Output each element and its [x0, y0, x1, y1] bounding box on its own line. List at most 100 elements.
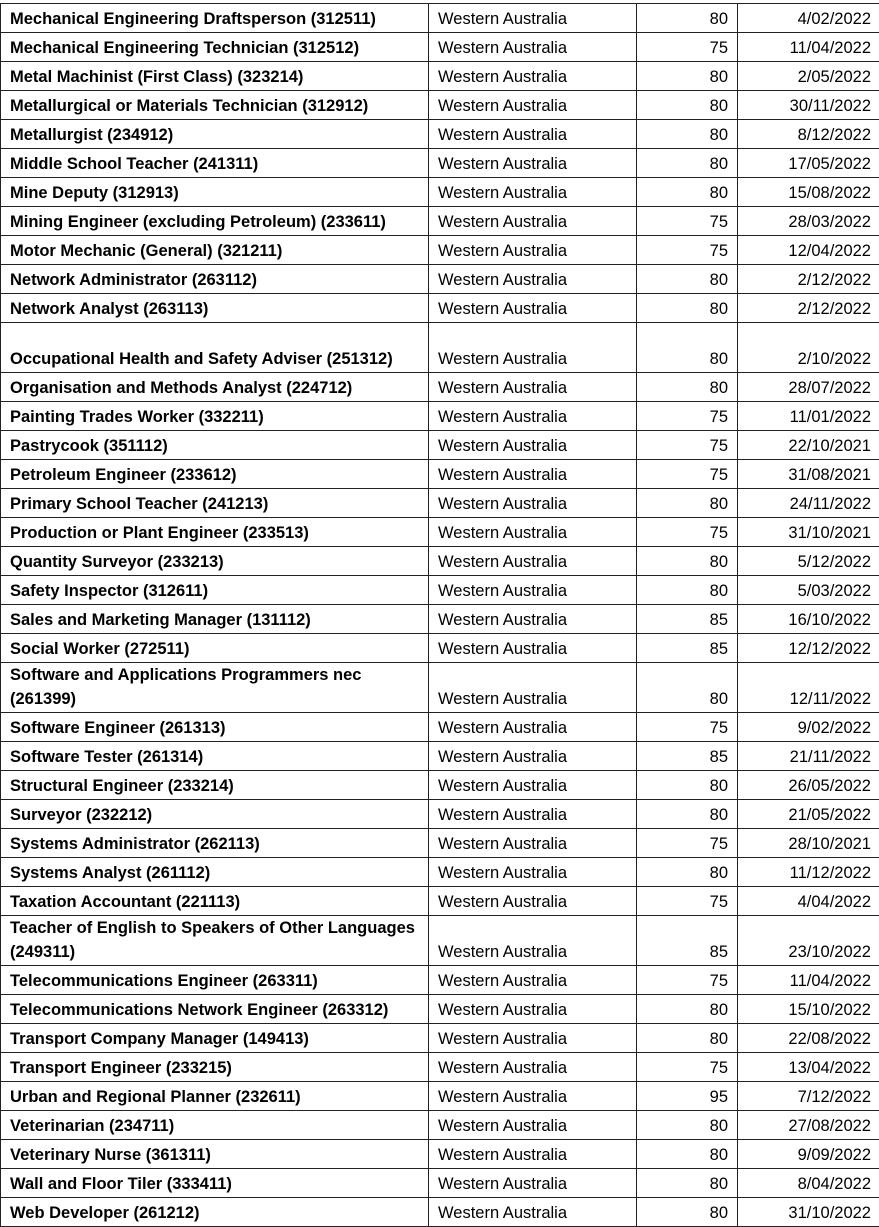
points-cell: 75: [637, 207, 738, 236]
points-cell: 80: [637, 771, 738, 800]
table-row: Transport Company Manager (149413)Wester…: [1, 1024, 879, 1053]
points-cell: 75: [637, 518, 738, 547]
date-cell: 23/10/2022: [738, 916, 879, 966]
table-row: Mechanical Engineering Technician (31251…: [1, 33, 879, 62]
state-cell: Western Australia: [429, 771, 637, 800]
table-row: Software Tester (261314)Western Australi…: [1, 742, 879, 771]
table-row: Metallurgical or Materials Technician (3…: [1, 91, 879, 120]
state-cell: Western Australia: [429, 207, 637, 236]
state-cell: Western Australia: [429, 576, 637, 605]
table-row: Production or Plant Engineer (233513)Wes…: [1, 518, 879, 547]
state-cell: Western Australia: [429, 149, 637, 178]
occupation-cell: Sales and Marketing Manager (131112): [1, 605, 429, 634]
state-cell: Western Australia: [429, 858, 637, 887]
table-row: Network Analyst (263113)Western Australi…: [1, 294, 879, 323]
points-cell: 75: [637, 33, 738, 62]
points-cell: 80: [637, 294, 738, 323]
date-cell: 12/12/2022: [738, 634, 879, 663]
table-row: Teacher of English to Speakers of Other …: [1, 916, 879, 966]
points-cell: 80: [637, 1024, 738, 1053]
occupation-cell: Telecommunications Network Engineer (263…: [1, 995, 429, 1024]
state-cell: Western Australia: [429, 236, 637, 265]
occupation-cell: Structural Engineer (233214): [1, 771, 429, 800]
state-cell: Western Australia: [429, 1111, 637, 1140]
date-cell: 4/02/2022: [738, 4, 879, 33]
state-cell: Western Australia: [429, 1169, 637, 1198]
occupation-cell: Petroleum Engineer (233612): [1, 460, 429, 489]
occupation-cell: Veterinary Nurse (361311): [1, 1140, 429, 1169]
points-cell: 80: [637, 1169, 738, 1198]
points-cell: 80: [637, 576, 738, 605]
state-cell: Western Australia: [429, 1082, 637, 1111]
occupation-cell: Social Worker (272511): [1, 634, 429, 663]
table-row: Telecommunications Engineer (263311)West…: [1, 966, 879, 995]
date-cell: 8/12/2022: [738, 120, 879, 149]
points-cell: 80: [637, 995, 738, 1024]
date-cell: 21/05/2022: [738, 800, 879, 829]
occupation-cell: Systems Administrator (262113): [1, 829, 429, 858]
points-cell: 75: [637, 713, 738, 742]
occupation-cell: Metallurgist (234912): [1, 120, 429, 149]
occupation-cell: Software Engineer (261313): [1, 713, 429, 742]
date-cell: 11/04/2022: [738, 33, 879, 62]
table-row: Middle School Teacher (241311)Western Au…: [1, 149, 879, 178]
table-row: Metal Machinist (First Class) (323214)We…: [1, 62, 879, 91]
table-row: Software Engineer (261313)Western Austra…: [1, 713, 879, 742]
date-cell: 15/08/2022: [738, 178, 879, 207]
state-cell: Western Australia: [429, 120, 637, 149]
points-cell: 80: [637, 62, 738, 91]
points-cell: 80: [637, 149, 738, 178]
state-cell: Western Australia: [429, 966, 637, 995]
state-cell: Western Australia: [429, 887, 637, 916]
state-cell: Western Australia: [429, 373, 637, 402]
date-cell: 7/12/2022: [738, 1082, 879, 1111]
state-cell: Western Australia: [429, 995, 637, 1024]
occupation-cell: Systems Analyst (261112): [1, 858, 429, 887]
points-cell: 80: [637, 120, 738, 149]
occupation-table: Mechanical Engineering Draftsperson (312…: [0, 3, 879, 1227]
state-cell: Western Australia: [429, 605, 637, 634]
occupation-cell: Software Tester (261314): [1, 742, 429, 771]
points-cell: 75: [637, 402, 738, 431]
points-cell: 80: [637, 1140, 738, 1169]
state-cell: Western Australia: [429, 91, 637, 120]
occupation-cell: Taxation Accountant (221113): [1, 887, 429, 916]
state-cell: Western Australia: [429, 62, 637, 91]
state-cell: Western Australia: [429, 916, 637, 966]
date-cell: 11/04/2022: [738, 966, 879, 995]
date-cell: 2/05/2022: [738, 62, 879, 91]
state-cell: Western Australia: [429, 713, 637, 742]
occupation-cell: Painting Trades Worker (332211): [1, 402, 429, 431]
date-cell: 24/11/2022: [738, 489, 879, 518]
occupation-cell: Transport Engineer (233215): [1, 1053, 429, 1082]
table-row: Primary School Teacher (241213)Western A…: [1, 489, 879, 518]
points-cell: 80: [637, 800, 738, 829]
occupation-cell: Safety Inspector (312611): [1, 576, 429, 605]
table-row: Systems Analyst (261112)Western Australi…: [1, 858, 879, 887]
points-cell: 80: [637, 858, 738, 887]
state-cell: Western Australia: [429, 1053, 637, 1082]
table-row: Network Administrator (263112)Western Au…: [1, 265, 879, 294]
date-cell: 16/10/2022: [738, 605, 879, 634]
points-cell: 75: [637, 829, 738, 858]
points-cell: 75: [637, 966, 738, 995]
table-row: Painting Trades Worker (332211)Western A…: [1, 402, 879, 431]
occupation-cell: Network Analyst (263113): [1, 294, 429, 323]
points-cell: 80: [637, 4, 738, 33]
occupation-cell: Software and Applications Programmers ne…: [1, 663, 429, 713]
state-cell: Western Australia: [429, 33, 637, 62]
date-cell: 2/10/2022: [738, 323, 879, 373]
occupation-cell: Web Developer (261212): [1, 1198, 429, 1227]
date-cell: 4/04/2022: [738, 887, 879, 916]
points-cell: 80: [637, 1111, 738, 1140]
table-row: Occupational Health and Safety Adviser (…: [1, 323, 879, 373]
state-cell: Western Australia: [429, 663, 637, 713]
date-cell: 11/01/2022: [738, 402, 879, 431]
points-cell: 75: [637, 1053, 738, 1082]
occupation-cell: Occupational Health and Safety Adviser (…: [1, 323, 429, 373]
